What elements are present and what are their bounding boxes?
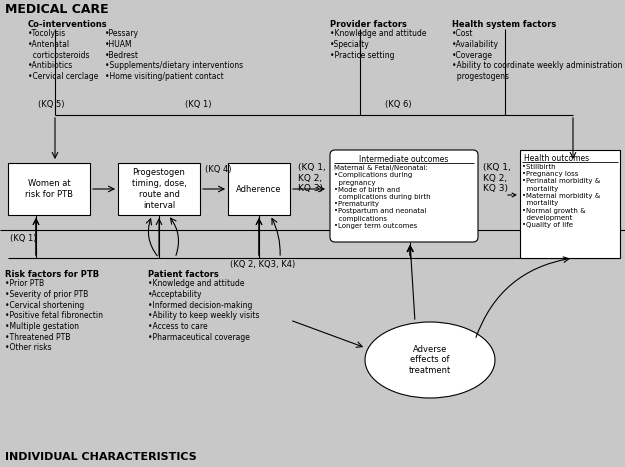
Text: (KQ 1): (KQ 1): [185, 100, 211, 109]
Text: Adverse
effects of
treatment: Adverse effects of treatment: [409, 345, 451, 375]
Text: •Pessary
•HUAM
•Bedrest
•Supplements/dietary interventions
•Home visiting/patien: •Pessary •HUAM •Bedrest •Supplements/die…: [105, 29, 243, 81]
Text: Health outcomes: Health outcomes: [524, 154, 589, 163]
Bar: [228, 163, 290, 215]
Text: Maternal & Fetal/Neonatal:
•Complications during
  pregnancy
•Mode of birth and
: Maternal & Fetal/Neonatal: •Complication…: [334, 165, 431, 229]
Text: •Knowledge and attitude
•Specialty
•Practice setting: •Knowledge and attitude •Specialty •Prac…: [330, 29, 426, 59]
Text: •Prior PTB
•Severity of prior PTB
•Cervical shortening
•Positive fetal fibronect: •Prior PTB •Severity of prior PTB •Cervi…: [5, 279, 103, 353]
Ellipse shape: [365, 322, 495, 398]
FancyBboxPatch shape: [330, 150, 478, 242]
Text: •Stillbirth
•Pregnancy loss
•Perinatal morbidity &
  mortality
•Maternal morbidi: •Stillbirth •Pregnancy loss •Perinatal m…: [522, 164, 600, 228]
Text: •Tocolysis
•Antenatal
  corticosteroids
•Antibiotics
•Cervical cerclage: •Tocolysis •Antenatal corticosteroids •A…: [28, 29, 98, 81]
Text: Risk factors for PTB: Risk factors for PTB: [5, 270, 99, 279]
Text: Women at
risk for PTB: Women at risk for PTB: [25, 179, 73, 199]
Text: •Knowledge and attitude
•Acceptability
•Informed decision-making
•Ability to kee: •Knowledge and attitude •Acceptability •…: [148, 279, 259, 342]
Text: Health system factors: Health system factors: [452, 20, 556, 29]
Text: Intermediate outcomes: Intermediate outcomes: [359, 155, 449, 164]
Bar: [118, 163, 200, 215]
Text: (KQ 1,
KQ 2,
KQ 3): (KQ 1, KQ 2, KQ 3): [483, 163, 511, 193]
Text: MEDICAL CARE: MEDICAL CARE: [5, 3, 109, 16]
Text: (KQ 2, KQ3, K4): (KQ 2, KQ3, K4): [230, 260, 295, 269]
Text: (KQ 1,
KQ 2,
KQ 3): (KQ 1, KQ 2, KQ 3): [298, 163, 326, 193]
Text: •Cost
•Availability
•Coverage
•Ability to coordinate weekly administration of
  : •Cost •Availability •Coverage •Ability t…: [452, 29, 625, 81]
Text: Provider factors: Provider factors: [330, 20, 407, 29]
Text: (KQ 5): (KQ 5): [38, 100, 64, 109]
Text: (KQ 6): (KQ 6): [385, 100, 412, 109]
Text: INDIVIDUAL CHARACTERISTICS: INDIVIDUAL CHARACTERISTICS: [5, 452, 197, 462]
Bar: [520, 150, 620, 258]
Text: Co-interventions: Co-interventions: [28, 20, 108, 29]
Text: Progestogen
timing, dose,
route and
interval: Progestogen timing, dose, route and inte…: [132, 169, 186, 210]
Text: (KQ 4): (KQ 4): [205, 165, 231, 174]
Text: Adherence: Adherence: [236, 184, 282, 193]
Bar: [8, 163, 90, 215]
Text: Patient factors: Patient factors: [148, 270, 219, 279]
Text: (KQ 1): (KQ 1): [10, 234, 36, 243]
